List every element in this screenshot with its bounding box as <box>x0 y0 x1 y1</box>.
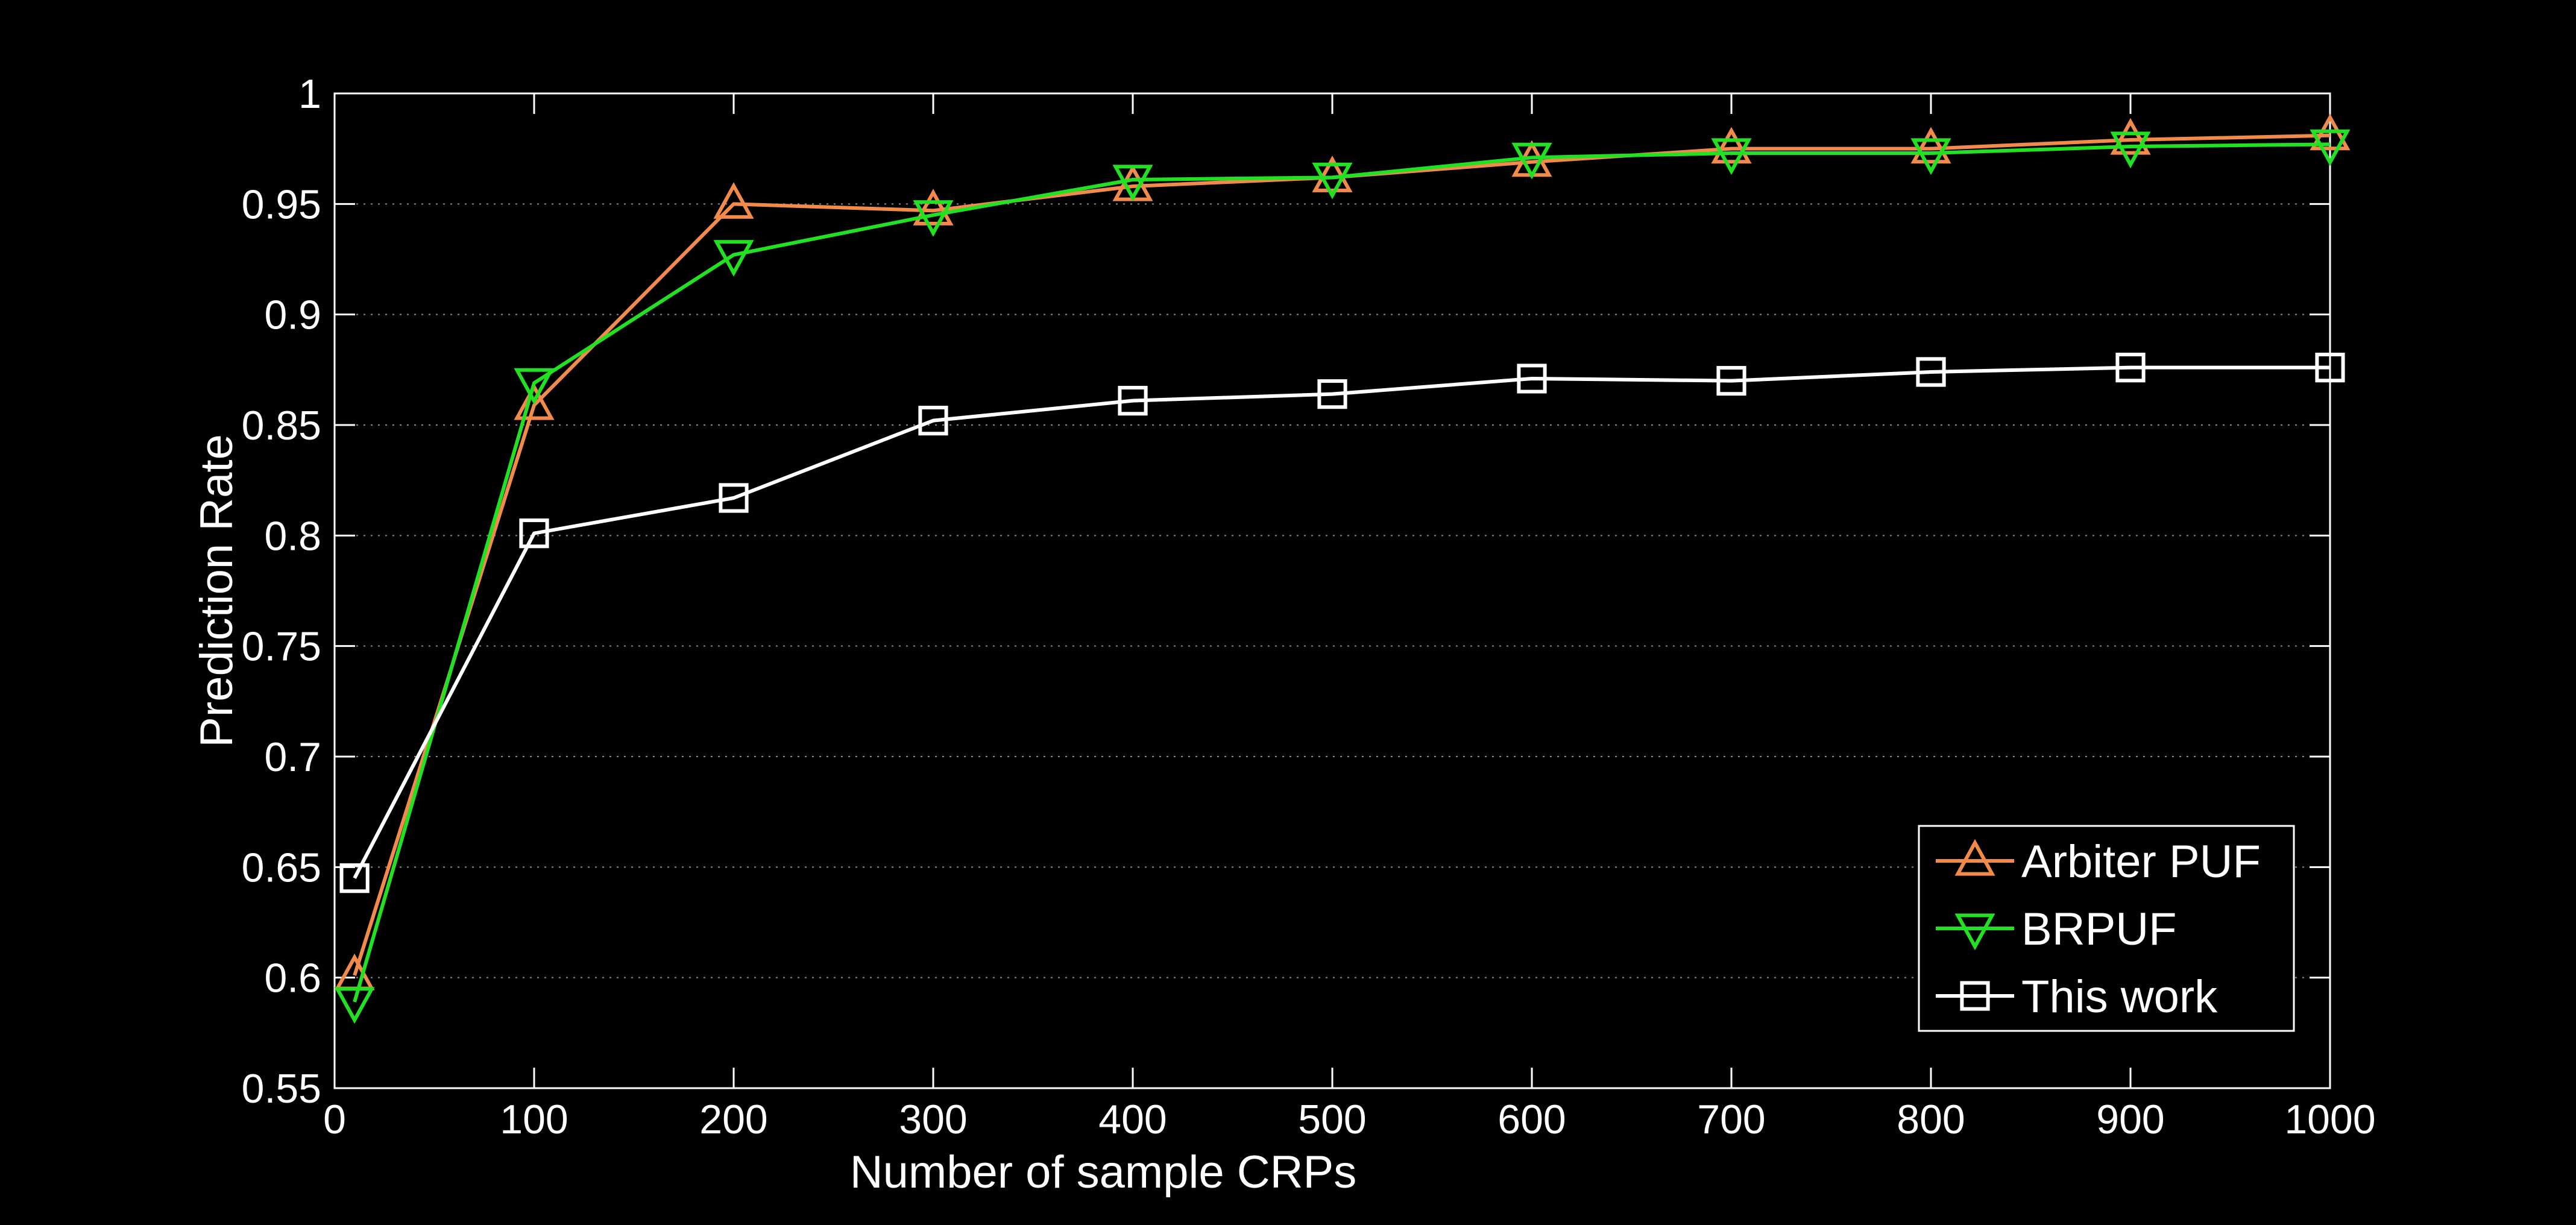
axis-ticks: 0.55 0.6 0.65 0.7 0.75 0.8 0.85 0.9 0.95 1 0 100 200… <box>242 71 2376 1142</box>
y-tick-label: 0.55 <box>242 1066 321 1112</box>
x-tick-label: 0 <box>323 1097 346 1142</box>
legend-item-arbiter-puf: Arbiter PUF <box>1936 836 2261 887</box>
legend-label-brpuf: BRPUF <box>2021 904 2177 955</box>
data-point-this-work <box>339 863 370 893</box>
x-tick-label: 500 <box>1298 1097 1366 1142</box>
series-brpuf <box>334 129 2351 1024</box>
data-point-arbiter-puf <box>1910 127 1951 164</box>
data-point-brpuf <box>1711 138 1752 175</box>
legend-marker-this-work <box>1960 981 1990 1011</box>
legend-marker-arbiter-puf <box>1954 839 1995 876</box>
y-tick-label: 0.75 <box>242 624 321 670</box>
x-tick-label: 100 <box>500 1097 568 1142</box>
x-tick-label: 600 <box>1497 1097 1566 1142</box>
legend-item-this-work: This work <box>1936 971 2218 1022</box>
y-tick-label: 0.6 <box>264 956 321 1001</box>
data-point-arbiter-puf <box>514 383 555 420</box>
legend-label-this-work: This work <box>2021 971 2218 1022</box>
data-point-arbiter-puf <box>1711 127 1752 164</box>
y-tick-label: 0.95 <box>242 181 321 227</box>
data-point-this-work <box>1118 386 1148 416</box>
legend-marker-brpuf <box>1954 913 1995 951</box>
series-this-work <box>339 353 2345 893</box>
x-tick-label: 200 <box>699 1097 767 1142</box>
legend-label-arbiter-puf: Arbiter PUF <box>2021 836 2261 887</box>
data-point-this-work <box>1317 379 1347 409</box>
series-line-this-work <box>353 365 2330 880</box>
legend-item-brpuf: BRPUF <box>1936 904 2177 955</box>
data-point-brpuf <box>713 240 754 277</box>
y-tick-label: 1 <box>298 71 321 117</box>
data-point-brpuf <box>334 987 375 1024</box>
data-point-brpuf <box>514 368 555 405</box>
y-tick-label: 0.65 <box>242 845 321 890</box>
x-tick-label: 700 <box>1697 1097 1765 1142</box>
data-point-this-work <box>1517 364 1547 394</box>
series-group <box>334 113 2351 1024</box>
data-point-this-work <box>1716 366 1746 396</box>
x-axis-label: Number of sample CRPs <box>850 1147 1357 1198</box>
data-point-this-work <box>918 406 948 436</box>
data-point-arbiter-puf <box>2110 118 2151 155</box>
legend: Arbiter PUF BRPUF This work <box>1918 825 2295 1032</box>
data-point-this-work <box>1916 357 1946 387</box>
data-point-brpuf <box>913 200 954 237</box>
series-line-brpuf <box>353 142 2331 1003</box>
data-point-arbiter-puf <box>913 189 954 225</box>
data-point-this-work <box>2115 353 2146 383</box>
data-point-brpuf <box>2310 129 2351 166</box>
y-tick-label: 0.7 <box>264 734 321 780</box>
y-tick-label: 0.8 <box>264 513 321 559</box>
y-tick-label: 0.9 <box>264 292 321 338</box>
y-tick-label: 0.85 <box>242 403 321 449</box>
data-point-arbiter-puf <box>713 182 754 219</box>
x-tick-label: 900 <box>2096 1097 2164 1142</box>
data-point-brpuf <box>1511 142 1552 180</box>
x-tick-label: 1000 <box>2284 1097 2375 1142</box>
data-point-this-work <box>719 483 749 513</box>
data-point-brpuf <box>1910 138 1951 175</box>
data-point-this-work <box>519 518 549 549</box>
data-point-brpuf <box>2110 131 2151 169</box>
x-tick-label: 300 <box>899 1097 967 1142</box>
x-tick-label: 800 <box>1897 1097 1965 1142</box>
data-point-brpuf <box>1112 165 1153 202</box>
data-point-brpuf <box>1312 162 1353 200</box>
data-point-this-work <box>2315 353 2345 383</box>
y-axis-label: Prediction Rate <box>191 434 242 748</box>
x-tick-label: 400 <box>1098 1097 1167 1142</box>
